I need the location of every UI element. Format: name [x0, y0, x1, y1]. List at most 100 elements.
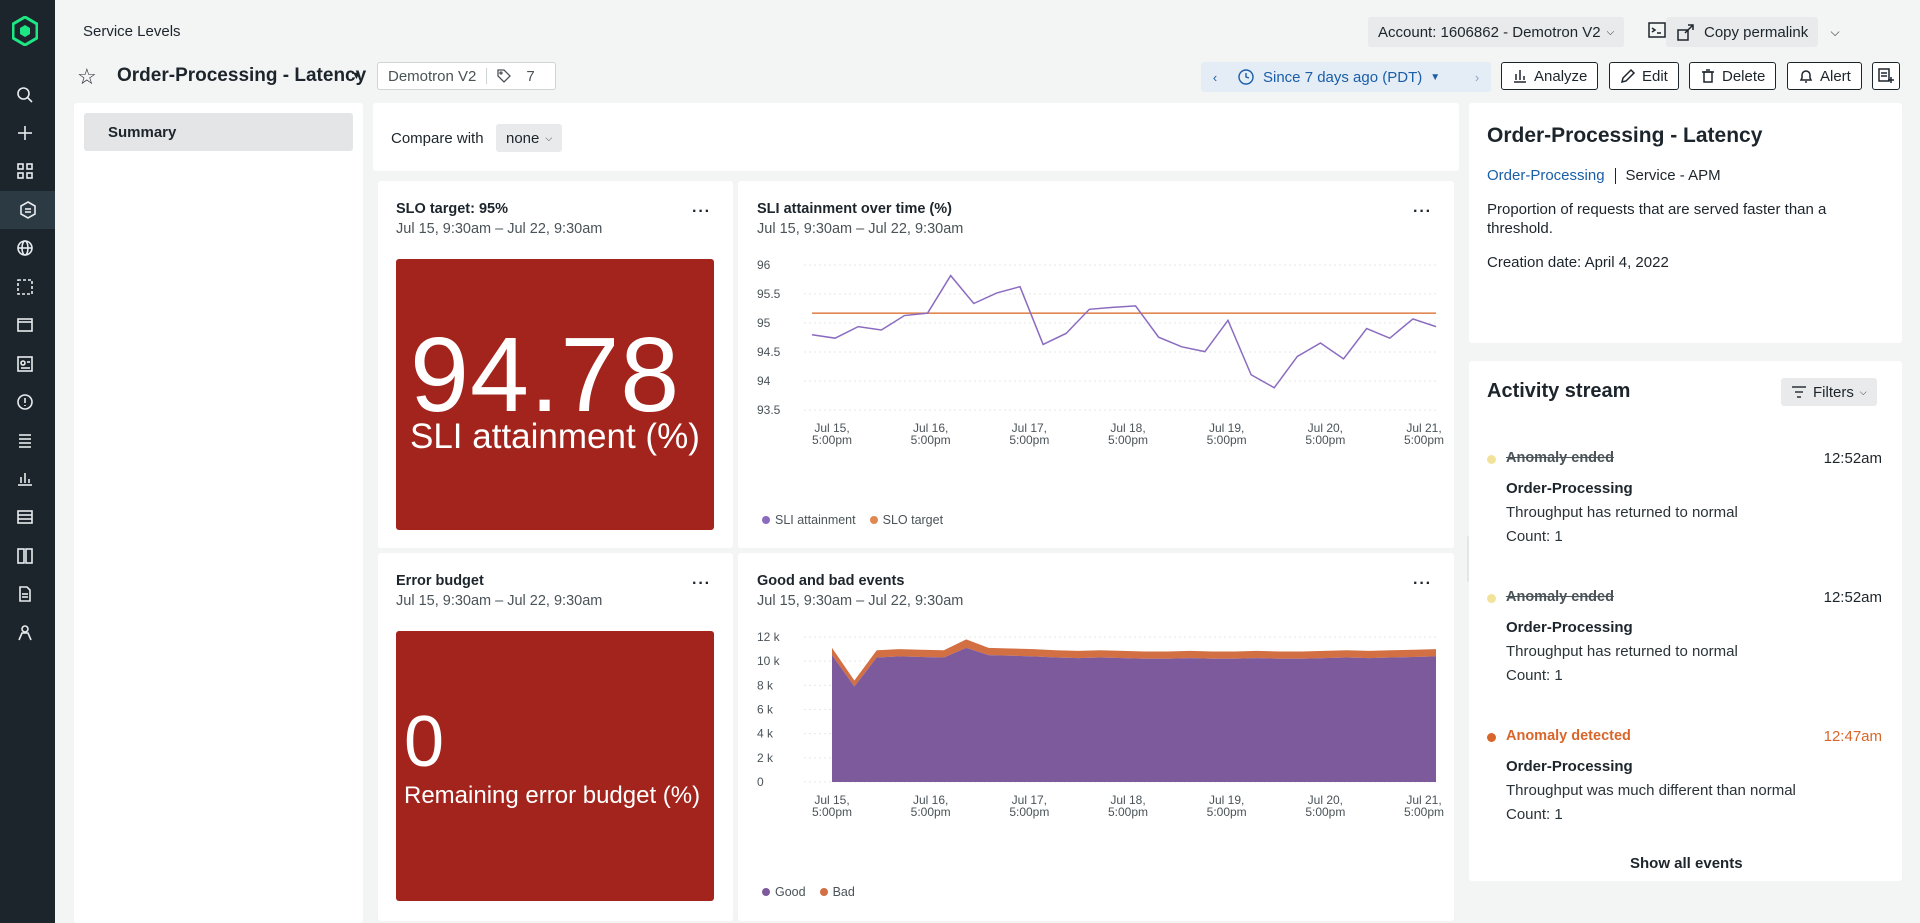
x-tick-label: 5:00pm [1009, 805, 1049, 819]
logs-icon[interactable] [14, 429, 36, 451]
edit-label: Edit [1642, 67, 1668, 85]
compare-select[interactable]: none ⌵ [496, 124, 563, 152]
sidebar-item-summary[interactable]: Summary [84, 113, 353, 151]
event-count: Count: 1 [1506, 528, 1563, 545]
analyze-button[interactable]: Analyze [1501, 62, 1599, 90]
legend-label: SLO target [882, 513, 944, 527]
x-tick-label: Jul 18, [1110, 421, 1145, 435]
events-chart-range: Jul 15, 9:30am – Jul 22, 9:30am [757, 593, 964, 609]
y-tick-label: 10 k [757, 654, 781, 668]
slo-widget-range: Jul 15, 9:30am – Jul 22, 9:30am [396, 221, 603, 237]
add-to-dashboard-button[interactable] [1872, 62, 1900, 90]
inventory-icon[interactable] [14, 506, 36, 528]
x-tick-label: Jul 21, [1406, 421, 1441, 435]
event-message: Throughput has returned to normal [1506, 504, 1738, 521]
more-options-icon[interactable]: ··· [1413, 575, 1432, 592]
activity-event[interactable]: Anomaly ended 12:52am Order-Processing T… [1487, 450, 1882, 550]
clock-icon [1238, 69, 1254, 85]
legend-item[interactable]: SLI attainment [762, 513, 856, 527]
catalog-icon[interactable] [14, 545, 36, 567]
time-picker[interactable]: ‹ Since 7 days ago (PDT) ▼ › [1201, 62, 1491, 92]
legend-item[interactable]: SLO target [869, 513, 944, 527]
alert-button[interactable]: Alert [1787, 62, 1862, 90]
more-options-icon[interactable]: ··· [1413, 203, 1432, 220]
new-relic-logo-icon[interactable] [11, 15, 39, 47]
browser-icon[interactable] [14, 314, 36, 336]
details-title: Order-Processing - Latency [1487, 124, 1763, 147]
analyze-label: Analyze [1534, 67, 1588, 85]
breadcrumb[interactable]: Service Levels [83, 23, 181, 40]
more-options-icon[interactable]: ··· [692, 203, 711, 220]
activity-event[interactable]: Anomaly detected 12:47am Order-Processin… [1487, 728, 1882, 828]
chevron-down-icon: ⌵ [545, 132, 553, 143]
apps-grid-icon[interactable] [14, 160, 36, 182]
x-tick-label: Jul 18, [1110, 793, 1145, 807]
x-tick-label: Jul 19, [1209, 793, 1244, 807]
time-prev-chevron-icon[interactable]: ‹ [1212, 69, 1218, 85]
title-chevron-down-icon[interactable]: ▼ [351, 70, 362, 82]
account-tag: Demotron V2 [388, 67, 477, 85]
service-levels-icon[interactable] [0, 191, 55, 229]
trash-icon [1702, 69, 1714, 83]
more-options-icon[interactable]: ··· [692, 575, 711, 592]
sli-chart-range: Jul 15, 9:30am – Jul 22, 9:30am [757, 221, 964, 237]
x-tick-label: Jul 17, [1012, 421, 1047, 435]
document-icon[interactable] [14, 583, 36, 605]
user-icon[interactable] [14, 622, 36, 644]
error-budget-label: Remaining error budget (%) [404, 782, 701, 809]
y-tick-label: 6 k [757, 703, 774, 717]
activity-stream-title: Activity stream [1487, 380, 1631, 402]
y-tick-label: 95.5 [757, 287, 781, 301]
globe-icon[interactable] [14, 237, 36, 259]
add-icon[interactable] [14, 122, 36, 144]
event-message: Throughput was much different than norma… [1506, 782, 1796, 799]
status-dot [1487, 594, 1496, 603]
sli-chart-widget [738, 181, 1454, 548]
event-count: Count: 1 [1506, 806, 1563, 823]
copy-permalink-label: Copy permalink [1704, 23, 1809, 41]
edit-button[interactable]: Edit [1609, 62, 1679, 90]
dashboard-icon[interactable] [14, 353, 36, 375]
bell-icon [1799, 70, 1813, 83]
terminal-icon[interactable] [1647, 20, 1669, 42]
activity-event[interactable]: Anomaly ended 12:52am Order-Processing T… [1487, 589, 1882, 689]
y-tick-label: 93.5 [757, 403, 781, 417]
y-tick-label: 94.5 [757, 345, 781, 359]
search-icon[interactable] [14, 84, 36, 106]
events-chart-legend: Good Bad [762, 885, 855, 899]
legend-item[interactable]: Bad [819, 885, 855, 899]
selection-icon[interactable] [14, 276, 36, 298]
x-tick-label: Jul 15, [814, 793, 849, 807]
metrics-icon[interactable] [14, 467, 36, 489]
tag-count-value: 7 [526, 67, 535, 85]
x-tick-label: Jul 16, [913, 421, 948, 435]
details-creation-date: Creation date: April 4, 2022 [1487, 254, 1669, 271]
legend-item[interactable]: Good [762, 885, 806, 899]
filters-button[interactable]: Filters ⌵ [1781, 378, 1877, 406]
tag-divider [486, 68, 488, 84]
x-tick-label: Jul 20, [1308, 421, 1343, 435]
sli-attainment-line [811, 274, 1437, 389]
y-tick-label: 0 [757, 775, 764, 789]
time-next-chevron-icon[interactable]: › [1474, 69, 1480, 85]
event-count: Count: 1 [1506, 667, 1563, 684]
permalink-menu-chevron-icon[interactable]: ⌵ [1830, 24, 1840, 39]
event-message: Throughput has returned to normal [1506, 643, 1738, 660]
entity-tags[interactable]: Demotron V2 7 [377, 62, 556, 90]
account-selector[interactable]: Account: 1606862 - Demotron V2 ⌵ [1368, 17, 1625, 47]
sli-attainment-value: 94.78 [410, 316, 681, 434]
alert-label: Alert [1820, 67, 1851, 85]
page-title: Order-Processing - Latency [117, 65, 367, 86]
delete-button[interactable]: Delete [1689, 62, 1777, 90]
x-tick-label: Jul 15, [814, 421, 849, 435]
event-entity: Order-Processing [1506, 758, 1633, 775]
copy-permalink-button[interactable]: Copy permalink [1666, 17, 1819, 47]
entity-link[interactable]: Order-Processing [1487, 167, 1605, 184]
alert-icon[interactable] [14, 391, 36, 413]
favorite-star-icon[interactable]: ☆ [77, 64, 97, 89]
compare-value: none [506, 129, 540, 147]
divider [1614, 167, 1616, 184]
show-all-events-link[interactable]: Show all events [1630, 855, 1743, 872]
event-time: 12:52am [1823, 589, 1882, 606]
legend-label: SLI attainment [775, 513, 856, 527]
